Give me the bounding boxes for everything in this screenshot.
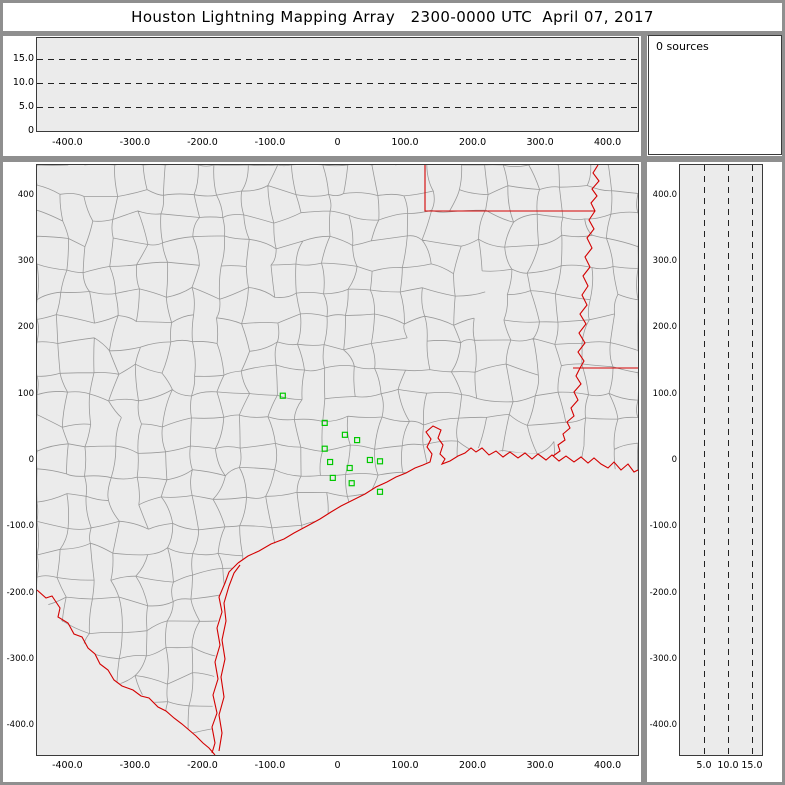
map-canvas	[37, 165, 638, 755]
rightpanel-altitude-tick-label: 10.0	[717, 760, 739, 771]
rightpanel-y-tick-label: 400.0	[652, 189, 677, 200]
lma-station-marker	[341, 431, 348, 438]
map-y-tick-label: 400	[17, 189, 34, 200]
map-x-tick-label: 300.0	[526, 760, 554, 771]
map-x-tick-label: 0	[334, 760, 341, 771]
lma-station-marker	[354, 437, 361, 444]
toppanel-x-tick-label: 400.0	[594, 137, 622, 148]
rightpanel-y-tick-label: -200.0	[649, 587, 677, 598]
toppanel-altitude-tick-label: 10.0	[12, 77, 34, 89]
toppanel-altitude-tick-label: 15.0	[12, 53, 34, 65]
state-border-layer	[37, 165, 638, 755]
toppanel-x-tick-label: 0	[334, 137, 341, 148]
map-x-tick-label: 200.0	[458, 760, 487, 771]
rightpanel-y-tick-label: -300.0	[649, 653, 677, 664]
rightpanel-y-tick-label: -400.0	[649, 720, 677, 731]
plan-view-map-panel[interactable]	[36, 164, 639, 756]
source-count-box: 0 sources	[648, 35, 782, 155]
rio-grande-river	[37, 589, 216, 755]
red-river-state-border	[577, 165, 600, 369]
toppanel-x-tick-label: 200.0	[458, 137, 487, 148]
lma-station-marker	[321, 445, 328, 452]
panel-divider-horizontal	[3, 156, 782, 162]
altitude-gridline	[37, 107, 638, 109]
texas-louisiana-border	[552, 367, 582, 457]
map-y-tick-label: -300.0	[6, 653, 34, 664]
lma-station-marker	[279, 392, 286, 399]
county-boundaries	[37, 165, 638, 755]
source-count-label: 0 sources	[656, 40, 709, 53]
toppanel-x-tick-label: -300.0	[119, 137, 151, 148]
toppanel-altitude-tick-label: 0	[27, 125, 34, 136]
altitude-gridline	[37, 83, 638, 85]
texas-inner-coastline	[211, 562, 239, 754]
toppanel-x-tick-label: -100.0	[254, 137, 286, 148]
rightpanel-y-tick-label: -100.0	[649, 521, 677, 532]
altitude-gridline	[37, 59, 638, 61]
lma-station-marker	[376, 458, 384, 465]
altitude-gridline-vertical	[703, 165, 705, 755]
oklahoma-texas-border	[424, 165, 595, 212]
map-y-tick-label: 100	[17, 388, 34, 399]
map-x-tick-label: -400.0	[52, 760, 83, 771]
rightpanel-y-tick-label: 0	[671, 455, 677, 465]
altitude-gridline-vertical	[751, 165, 753, 755]
map-y-tick-label: -400.0	[6, 720, 34, 731]
altitude-gridline-vertical	[727, 165, 729, 755]
lma-station-marker	[346, 464, 353, 472]
lma-station-marker	[327, 458, 334, 466]
map-x-tick-label: -300.0	[119, 760, 151, 771]
map-x-tick-label: -200.0	[187, 760, 218, 771]
map-y-tick-label: -100.0	[6, 521, 34, 532]
barrier-island	[218, 564, 241, 752]
rightpanel-y-tick-label: 200.0	[652, 322, 677, 333]
toppanel-x-tick-label: -400.0	[52, 137, 83, 148]
map-y-tick-label: 300	[17, 256, 34, 267]
window-title: Houston Lightning Mapping Array 2300-000…	[131, 8, 654, 26]
title-bar: Houston Lightning Mapping Array 2300-000…	[3, 3, 782, 36]
county-layer	[37, 165, 638, 755]
rightpanel-altitude-tick-label: 5.0	[696, 760, 712, 771]
lma-station-marker	[366, 456, 373, 464]
rightpanel-y-tick-label: 300.0	[652, 256, 677, 267]
rightpanel-y-tick-label: 100.0	[652, 388, 677, 399]
toppanel-x-tick-label: 100.0	[391, 137, 419, 148]
map-y-tick-label: -200.0	[6, 587, 34, 598]
altitude-ew-cross-section-panel[interactable]	[36, 37, 639, 132]
map-y-tick-label: 0	[28, 455, 34, 465]
lma-station-marker	[376, 488, 384, 495]
gulf-coastline	[237, 425, 638, 564]
map-x-tick-label: -100.0	[254, 760, 286, 771]
lma-station-marker	[329, 474, 336, 481]
altitude-ns-cross-section-panel[interactable]	[679, 164, 763, 756]
panel-divider-vertical	[641, 36, 647, 782]
map-x-tick-label: 400.0	[594, 760, 622, 771]
lma-stations-layer	[279, 392, 384, 495]
toppanel-x-tick-label: 300.0	[526, 137, 554, 148]
toppanel-x-tick-label: -200.0	[187, 137, 218, 148]
toppanel-altitude-tick-label: 5.0	[18, 101, 34, 113]
map-x-tick-label: 100.0	[391, 760, 419, 771]
rightpanel-altitude-tick-label: 15.0	[741, 760, 763, 771]
lma-station-marker	[348, 480, 355, 487]
lma-station-marker	[321, 419, 328, 426]
map-y-tick-label: 200	[17, 322, 34, 333]
